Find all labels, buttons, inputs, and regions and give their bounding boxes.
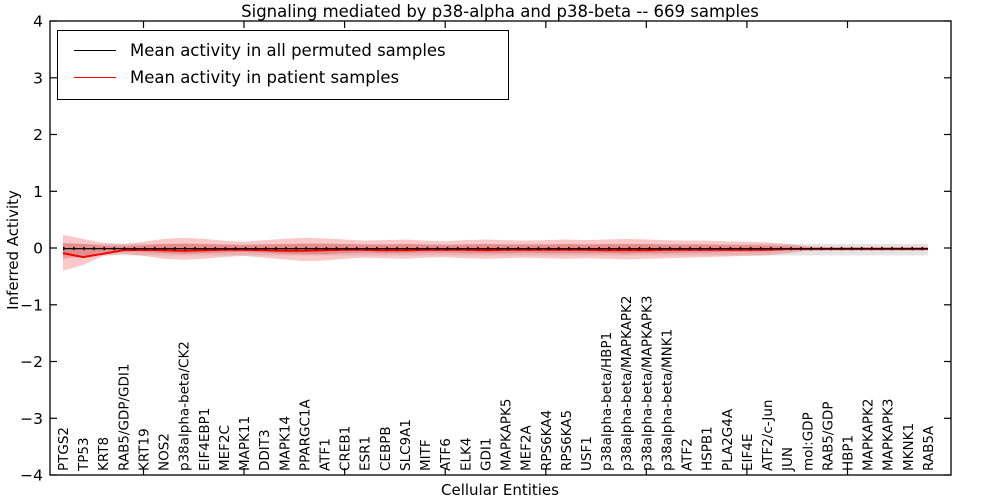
x-category-label: p38alpha-beta/HBP1	[599, 332, 615, 471]
x-category-label: PLA2G4A	[720, 408, 736, 471]
x-category-label: p38alpha-beta/CK2	[177, 341, 193, 471]
x-category-label: MITF	[418, 439, 434, 471]
x-category-label: mol:GDP	[800, 412, 816, 471]
x-category-label: MAPK11	[237, 416, 253, 471]
x-category-label: KRT19	[136, 428, 152, 471]
legend: Mean activity in all permuted samples Me…	[57, 30, 509, 100]
legend-label-patient: Mean activity in patient samples	[130, 68, 400, 87]
x-category-label: ATF6	[438, 438, 454, 471]
y-tick-label: 3	[33, 69, 43, 87]
x-category-label: KRT8	[96, 437, 112, 471]
chart-title: Signaling mediated by p38-alpha and p38-…	[241, 2, 759, 21]
x-category-label: USF1	[579, 436, 595, 471]
legend-entry-patient: Mean activity in patient samples	[68, 64, 498, 91]
x-category-label: MEF2C	[217, 425, 233, 471]
x-category-label: JUN	[780, 447, 796, 472]
x-category-label: MAPKAPK5	[499, 399, 515, 471]
band-patient_std_outer	[63, 234, 928, 271]
x-category-label: MEF2A	[519, 424, 535, 471]
x-category-label: RPS6KA4	[539, 410, 555, 471]
x-category-label: EIF4E	[740, 434, 756, 471]
x-category-label: MKNK1	[901, 423, 917, 471]
x-category-label: MAPK14	[277, 416, 293, 471]
x-category-label: EIF4EBP1	[197, 408, 213, 471]
y-tick-label: 4	[33, 13, 43, 31]
x-category-label: p38alpha-beta/MAPKAPK2	[619, 296, 635, 472]
x-category-label: MAPKAPK3	[881, 399, 897, 471]
y-tick-label: −1	[20, 296, 43, 314]
x-axis-label: Cellular Entities	[441, 481, 559, 499]
x-category-label: TP53	[76, 437, 92, 472]
y-tick-label: −4	[20, 467, 43, 485]
x-category-label: HBP1	[840, 435, 856, 471]
x-category-label: p38alpha-beta/MAPKAPK3	[639, 296, 655, 472]
x-category-label: RAB5/GDP/GDI1	[116, 364, 132, 471]
legend-line-patient	[74, 77, 116, 78]
x-category-label: DDIT3	[257, 429, 273, 471]
x-category-label: RAB5A	[921, 425, 937, 471]
x-category-label: RPS6KA5	[559, 410, 575, 471]
x-category-label: PTGS2	[56, 427, 72, 471]
x-category-label: MAPKAPK2	[861, 399, 877, 471]
y-tick-label: −3	[20, 410, 43, 428]
x-category-label: CEBPB	[378, 426, 394, 471]
x-category-label: HSPB1	[700, 426, 716, 471]
x-category-label: ELK4	[458, 438, 474, 472]
y-tick-label: −2	[20, 353, 43, 371]
x-category-label: ATF2	[680, 438, 696, 471]
x-category-label: ESR1	[358, 436, 374, 471]
x-category-label: PPARGC1A	[297, 398, 313, 471]
x-category-label: NOS2	[157, 433, 173, 471]
x-category-label: ATF2/c-Jun	[760, 400, 776, 471]
x-category-label: CREB1	[338, 426, 354, 471]
x-category-label: ATF1	[317, 438, 333, 471]
x-category-label: RAB5/GDP	[820, 402, 836, 471]
y-tick-label: 0	[33, 240, 43, 258]
y-tick-label: 2	[33, 126, 43, 144]
x-category-label: GDI1	[478, 438, 494, 471]
legend-entry-permuted: Mean activity in all permuted samples	[68, 37, 498, 64]
legend-label-permuted: Mean activity in all permuted samples	[130, 41, 446, 60]
x-category-label: SLC9A1	[398, 419, 414, 471]
legend-line-permuted	[74, 50, 116, 51]
x-category-label: p38alpha-beta/MNK1	[659, 329, 675, 471]
y-tick-label: 1	[33, 183, 43, 201]
